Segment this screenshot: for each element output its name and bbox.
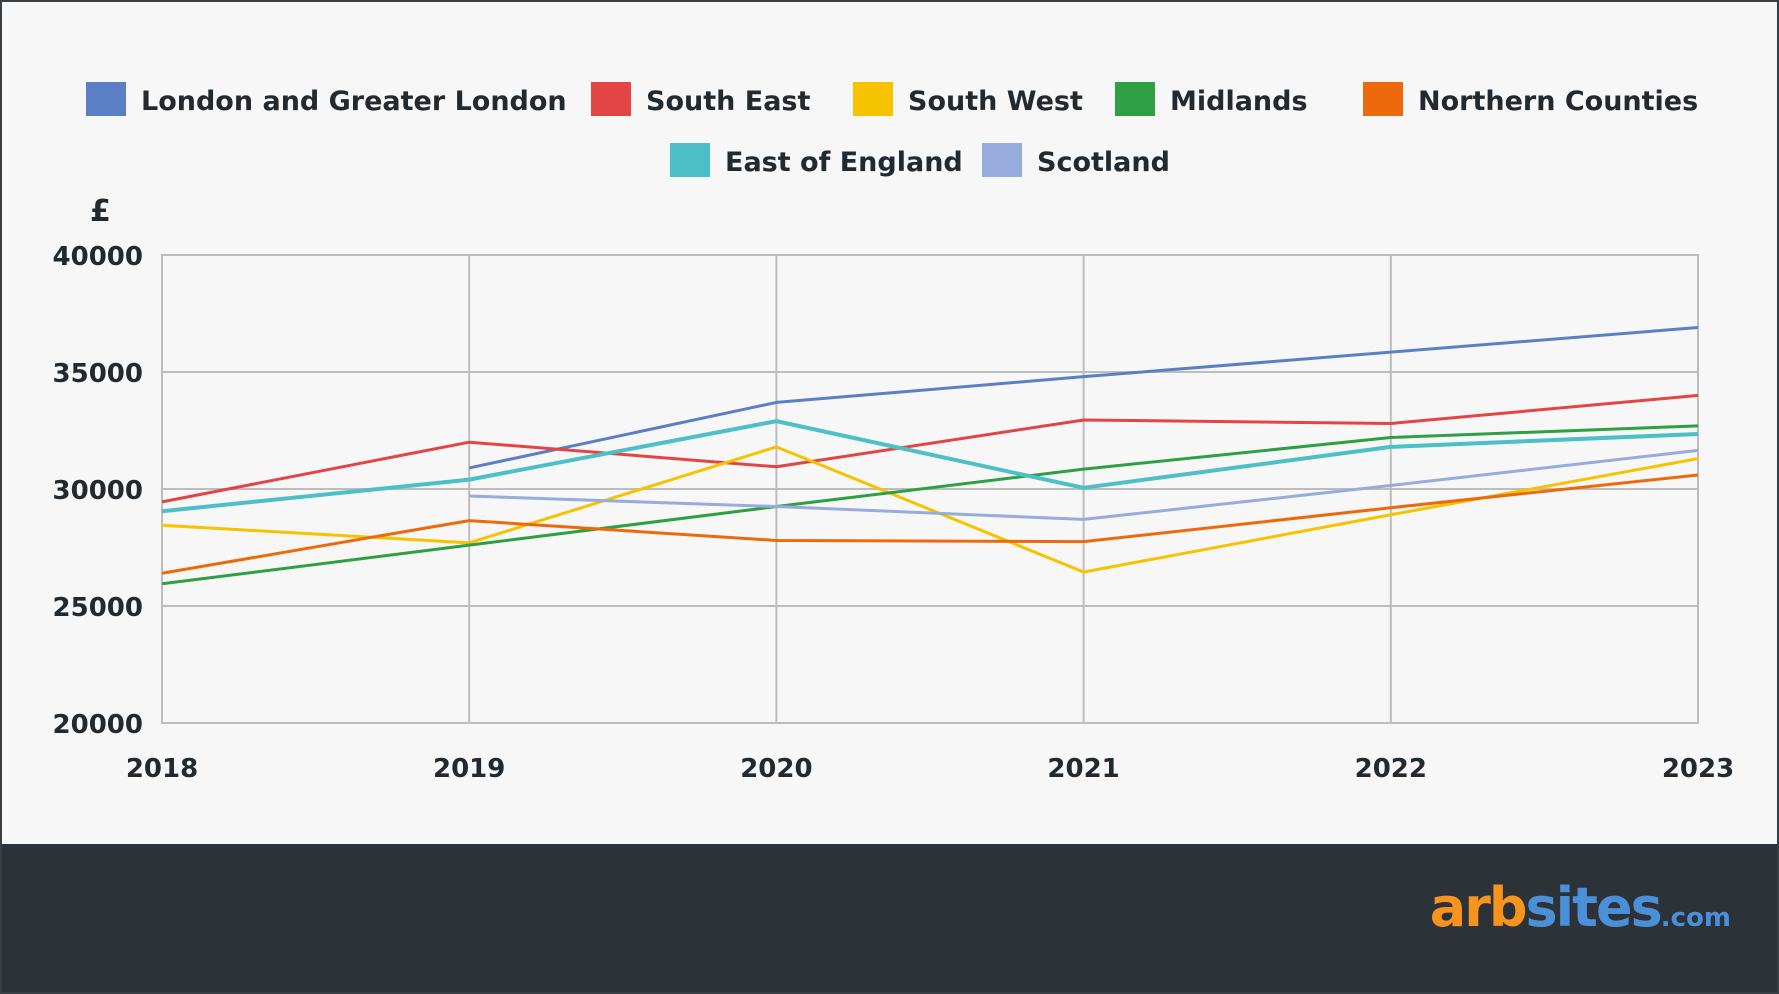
legend-label: Northern Counties <box>1418 86 1698 117</box>
legend: London and Greater London South East South… <box>86 82 1698 178</box>
logo-arb-text: arb <box>1429 876 1528 939</box>
legend-label: South West <box>908 86 1083 117</box>
legend-item[interactable]: London and Greater London <box>86 82 567 117</box>
legend-item[interactable]: South East <box>591 82 810 117</box>
footer-bar: arbsites.com <box>2 844 1777 992</box>
x-axis-ticks: 2018 2019 2020 2021 2022 2023 <box>126 754 1734 784</box>
legend-swatch <box>670 143 710 177</box>
legend-label: London and Greater London <box>141 86 567 117</box>
series-line-south-east <box>161 393 1699 504</box>
legend-label: South East <box>646 86 810 117</box>
legend-swatch <box>982 143 1022 177</box>
legend-label: Scotland <box>1037 147 1170 178</box>
y-tick-label: 35000 <box>53 359 143 389</box>
legend-swatch <box>853 82 893 116</box>
series-line-south-west <box>161 445 1699 574</box>
y-tick-label: 25000 <box>53 593 143 623</box>
y-axis-label: £ <box>90 194 111 229</box>
y-axis-ticks: 40000 35000 30000 25000 20000 <box>53 242 143 740</box>
legend-label: Midlands <box>1170 86 1308 117</box>
arbsites-logo[interactable]: arbsites.com <box>1430 876 1731 939</box>
legend-swatch <box>1363 82 1403 116</box>
series-line-northern-counties <box>161 473 1699 575</box>
y-tick-label: 40000 <box>53 242 143 272</box>
legend-swatch <box>591 82 631 116</box>
legend-swatch <box>86 82 126 116</box>
series-line-midlands <box>161 424 1699 586</box>
series-lines <box>161 326 1699 586</box>
logo-sites-text: sites <box>1525 876 1663 939</box>
logo-dotcom-text: .com <box>1660 903 1731 933</box>
legend-item[interactable]: Northern Counties <box>1363 82 1698 117</box>
series-line-east-of-england <box>161 419 1699 514</box>
line-chart: London and Greater London South East South… <box>53 82 1734 784</box>
x-tick-label: 2022 <box>1355 754 1427 784</box>
y-tick-label: 30000 <box>53 476 143 506</box>
legend-item[interactable]: Scotland <box>982 143 1170 178</box>
x-tick-label: 2023 <box>1662 754 1734 784</box>
legend-item[interactable]: East of England <box>670 143 963 178</box>
legend-label: East of England <box>725 147 963 178</box>
y-tick-label: 20000 <box>53 710 143 740</box>
x-tick-label: 2019 <box>433 754 505 784</box>
series-line-london-and-greater-london <box>468 326 1699 470</box>
x-tick-label: 2021 <box>1047 754 1119 784</box>
legend-swatch <box>1115 82 1155 116</box>
x-tick-label: 2020 <box>740 754 812 784</box>
x-tick-label: 2018 <box>126 754 198 784</box>
grid <box>161 254 1699 724</box>
legend-item[interactable]: South West <box>853 82 1083 117</box>
series-line-scotland <box>469 448 1699 521</box>
legend-item[interactable]: Midlands <box>1115 82 1308 117</box>
